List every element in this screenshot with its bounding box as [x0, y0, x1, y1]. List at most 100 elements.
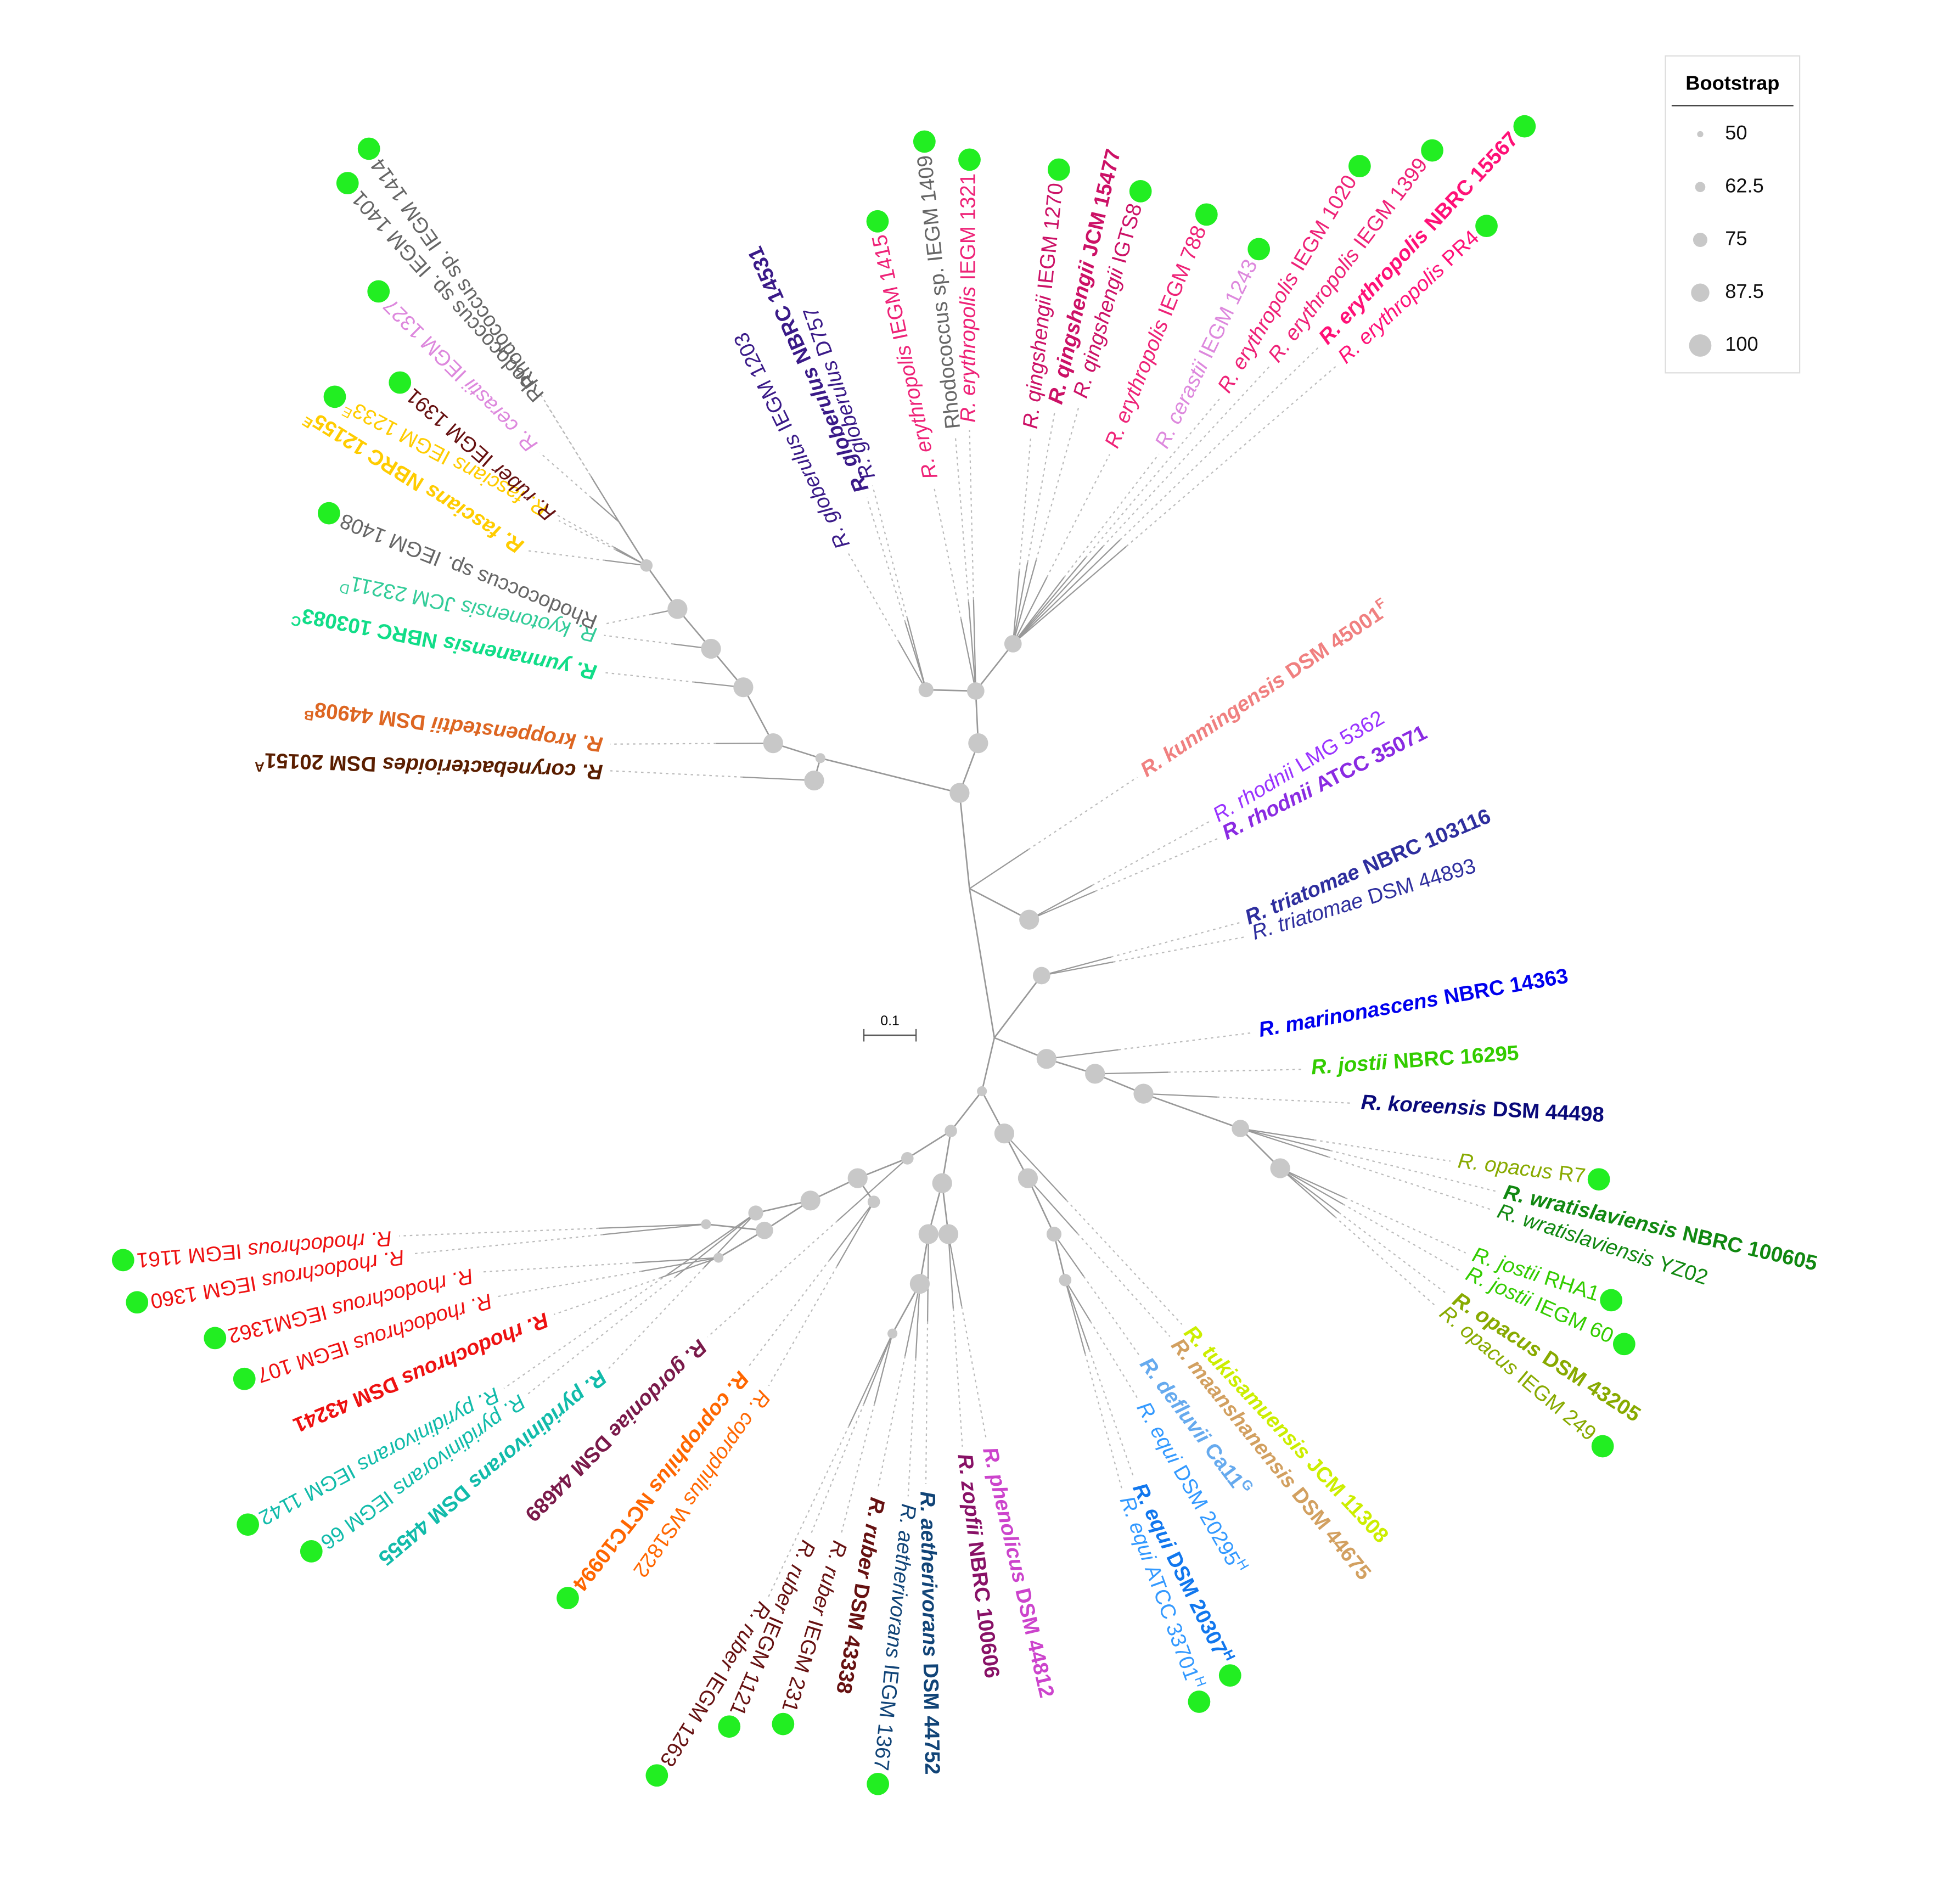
species-name: R. marinonascens: [1257, 987, 1440, 1042]
legend-label: 50: [1725, 121, 1747, 144]
genome-dot: [126, 1291, 149, 1314]
bootstrap-node: [713, 1253, 724, 1263]
bootstrap-node: [949, 783, 970, 803]
leaf-label: R. kroppenstedtiiDSM 44908B: [303, 696, 604, 759]
bootstrap-node: [815, 753, 825, 763]
leaf-connector: [1110, 922, 1240, 958]
bootstrap-node: [994, 1123, 1015, 1144]
species-name: R. aetherivorans: [881, 1503, 920, 1659]
bootstrap-node: [1018, 1168, 1038, 1188]
species-name: R. opacus: [1457, 1149, 1554, 1184]
genome-dot: [318, 502, 340, 525]
branch: [820, 757, 960, 794]
legend-label: 87.5: [1725, 280, 1764, 302]
leaf-branch: [603, 1223, 706, 1235]
legend-swatch: [1695, 182, 1706, 193]
leaf-connector: [538, 391, 592, 477]
strain-name: IEGM 107: [254, 1335, 352, 1387]
leaf-connector: [1345, 1197, 1466, 1254]
branch: [975, 643, 1014, 692]
leaf-branch: [1279, 1167, 1335, 1217]
genome-dot: [867, 1772, 890, 1795]
leaf-connector: [558, 520, 616, 551]
species-name: R. corynebacterioides: [382, 752, 603, 784]
leaf-connector: [528, 550, 605, 561]
legend-label: 75: [1725, 227, 1747, 250]
bootstrap-node: [1004, 635, 1022, 653]
species-name: R. cerastii: [1150, 357, 1213, 452]
leaf-connector: [876, 1356, 906, 1491]
strain-name: PR4: [1437, 226, 1483, 271]
leaf-branch: [874, 1333, 893, 1404]
leaf-connector: [1118, 1032, 1252, 1051]
leaf-branch: [1012, 560, 1037, 644]
genome-dot: [1188, 1690, 1211, 1713]
leaf-branch: [660, 1257, 719, 1278]
genome-dot: [389, 371, 412, 394]
species-name: R. qingshengii: [1019, 294, 1056, 430]
branch: [718, 1229, 765, 1259]
strain-name: IGTS8: [1108, 201, 1147, 266]
bootstrap-node: [938, 1224, 959, 1244]
leaf-branch: [960, 619, 976, 692]
bootstrap-node: [1085, 1064, 1105, 1084]
genome-dot: [204, 1327, 227, 1350]
leaf-connector: [553, 1277, 661, 1315]
leaf-connector: [1217, 1096, 1354, 1104]
species-name: R. aetherivorans: [915, 1491, 942, 1657]
leaf-branch: [1012, 562, 1028, 644]
leaf-branch: [907, 618, 927, 690]
leaf-connector: [1334, 1216, 1437, 1307]
genome-dot: [958, 148, 981, 171]
superscript: A: [254, 759, 265, 775]
leaf-branch: [915, 1284, 921, 1358]
leaf-branch: [1143, 1093, 1217, 1098]
genome-dot: [1591, 1435, 1614, 1458]
strain-name: DSM 44812: [1010, 1586, 1059, 1700]
branch: [969, 888, 1030, 920]
strain-name: DSM 20151: [264, 748, 376, 776]
strain-name: IEGM1362: [226, 1300, 329, 1347]
strain-name: IEGM 1408: [337, 509, 445, 571]
genome-dot: [237, 1513, 260, 1536]
bootstrap-node: [748, 1205, 763, 1221]
genome-dot: [1218, 1664, 1241, 1687]
leaf-branch: [1240, 1127, 1330, 1152]
leaf-connector: [848, 553, 900, 643]
genome-dot: [1195, 203, 1218, 226]
bootstrap-node: [1232, 1120, 1249, 1137]
genome-dot: [367, 280, 390, 303]
leaf-connector: [1085, 397, 1221, 558]
leaf-branch: [1046, 1049, 1119, 1060]
genome-dot: [1421, 139, 1443, 162]
leaf-branch: [1012, 557, 1086, 644]
leaf-connector: [1035, 405, 1080, 560]
genome-dot: [1475, 215, 1498, 238]
leaf-branch: [836, 1201, 875, 1267]
leaf-label: R. marinonascensNBRC 14363: [1257, 964, 1570, 1042]
genome-dot: [1047, 158, 1070, 181]
strain-name: NBRC 16295: [1392, 1041, 1519, 1074]
leaf-connector: [399, 1227, 599, 1237]
leaf-connector: [1046, 454, 1110, 578]
genome-dot: [1247, 238, 1271, 261]
leaf-connector: [608, 1267, 705, 1369]
bootstrap-node: [756, 1221, 773, 1239]
legend-swatch: [1693, 233, 1707, 248]
leaf-connector: [1094, 838, 1218, 892]
genome-dot: [1129, 180, 1152, 203]
leaf-connector: [952, 1308, 963, 1447]
bootstrap-node: [918, 682, 934, 698]
genome-dot: [1513, 115, 1536, 138]
leaf-branch: [1280, 1167, 1344, 1205]
bootstrap-node: [1133, 1083, 1154, 1104]
branch: [1027, 1178, 1055, 1235]
leaf-label: R. maanshanensisDSM 44675: [1166, 1334, 1375, 1585]
leaf-branch: [904, 1283, 921, 1356]
leaf-label: R. erythropolis IEGM 1321: [957, 173, 980, 423]
leaf-branch: [1012, 577, 1065, 644]
legend-box: [1665, 55, 1801, 374]
strain-name: IEGM 1270: [1033, 182, 1068, 290]
leaf-branch: [1240, 1127, 1329, 1158]
